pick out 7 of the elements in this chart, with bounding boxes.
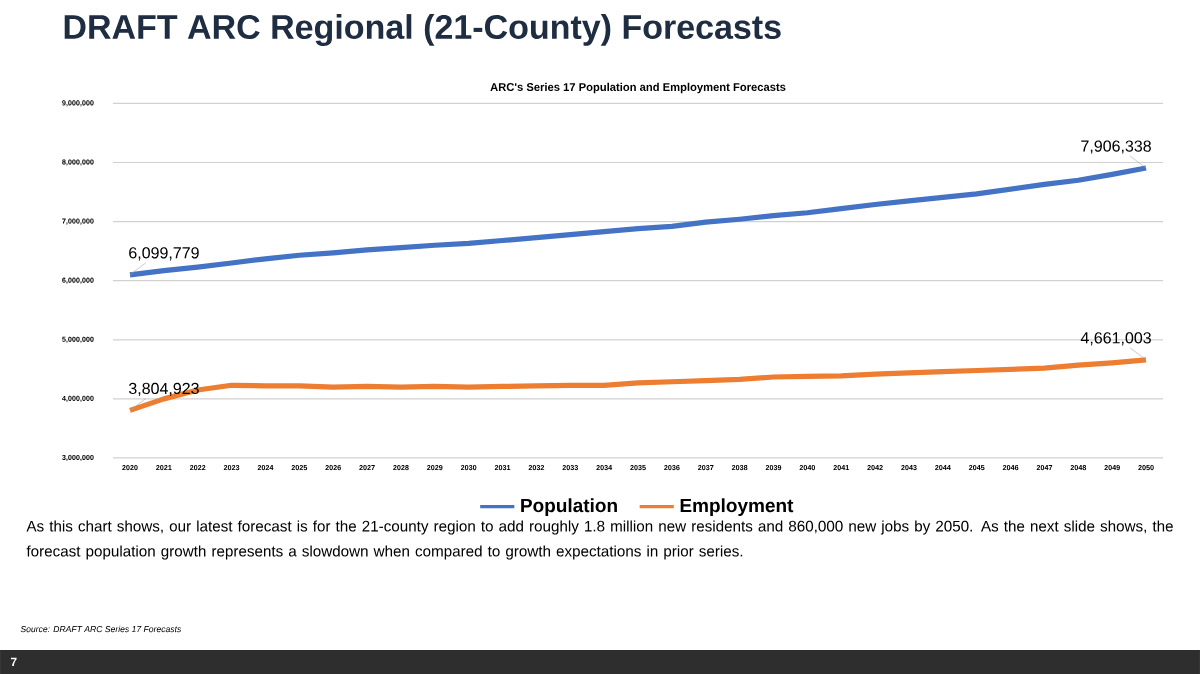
data-label: 6,099,779 xyxy=(129,247,199,261)
chart-title: DRAFT ARC Regional (21-County) Forecasts xyxy=(64,14,781,46)
legend-label: Employment xyxy=(680,498,794,516)
data-label: 7,906,338 xyxy=(1081,140,1151,154)
legend-label: Population xyxy=(521,498,617,516)
data-label: 4,661,003 xyxy=(1080,332,1151,346)
data-label: 3,804,923 xyxy=(128,382,199,396)
